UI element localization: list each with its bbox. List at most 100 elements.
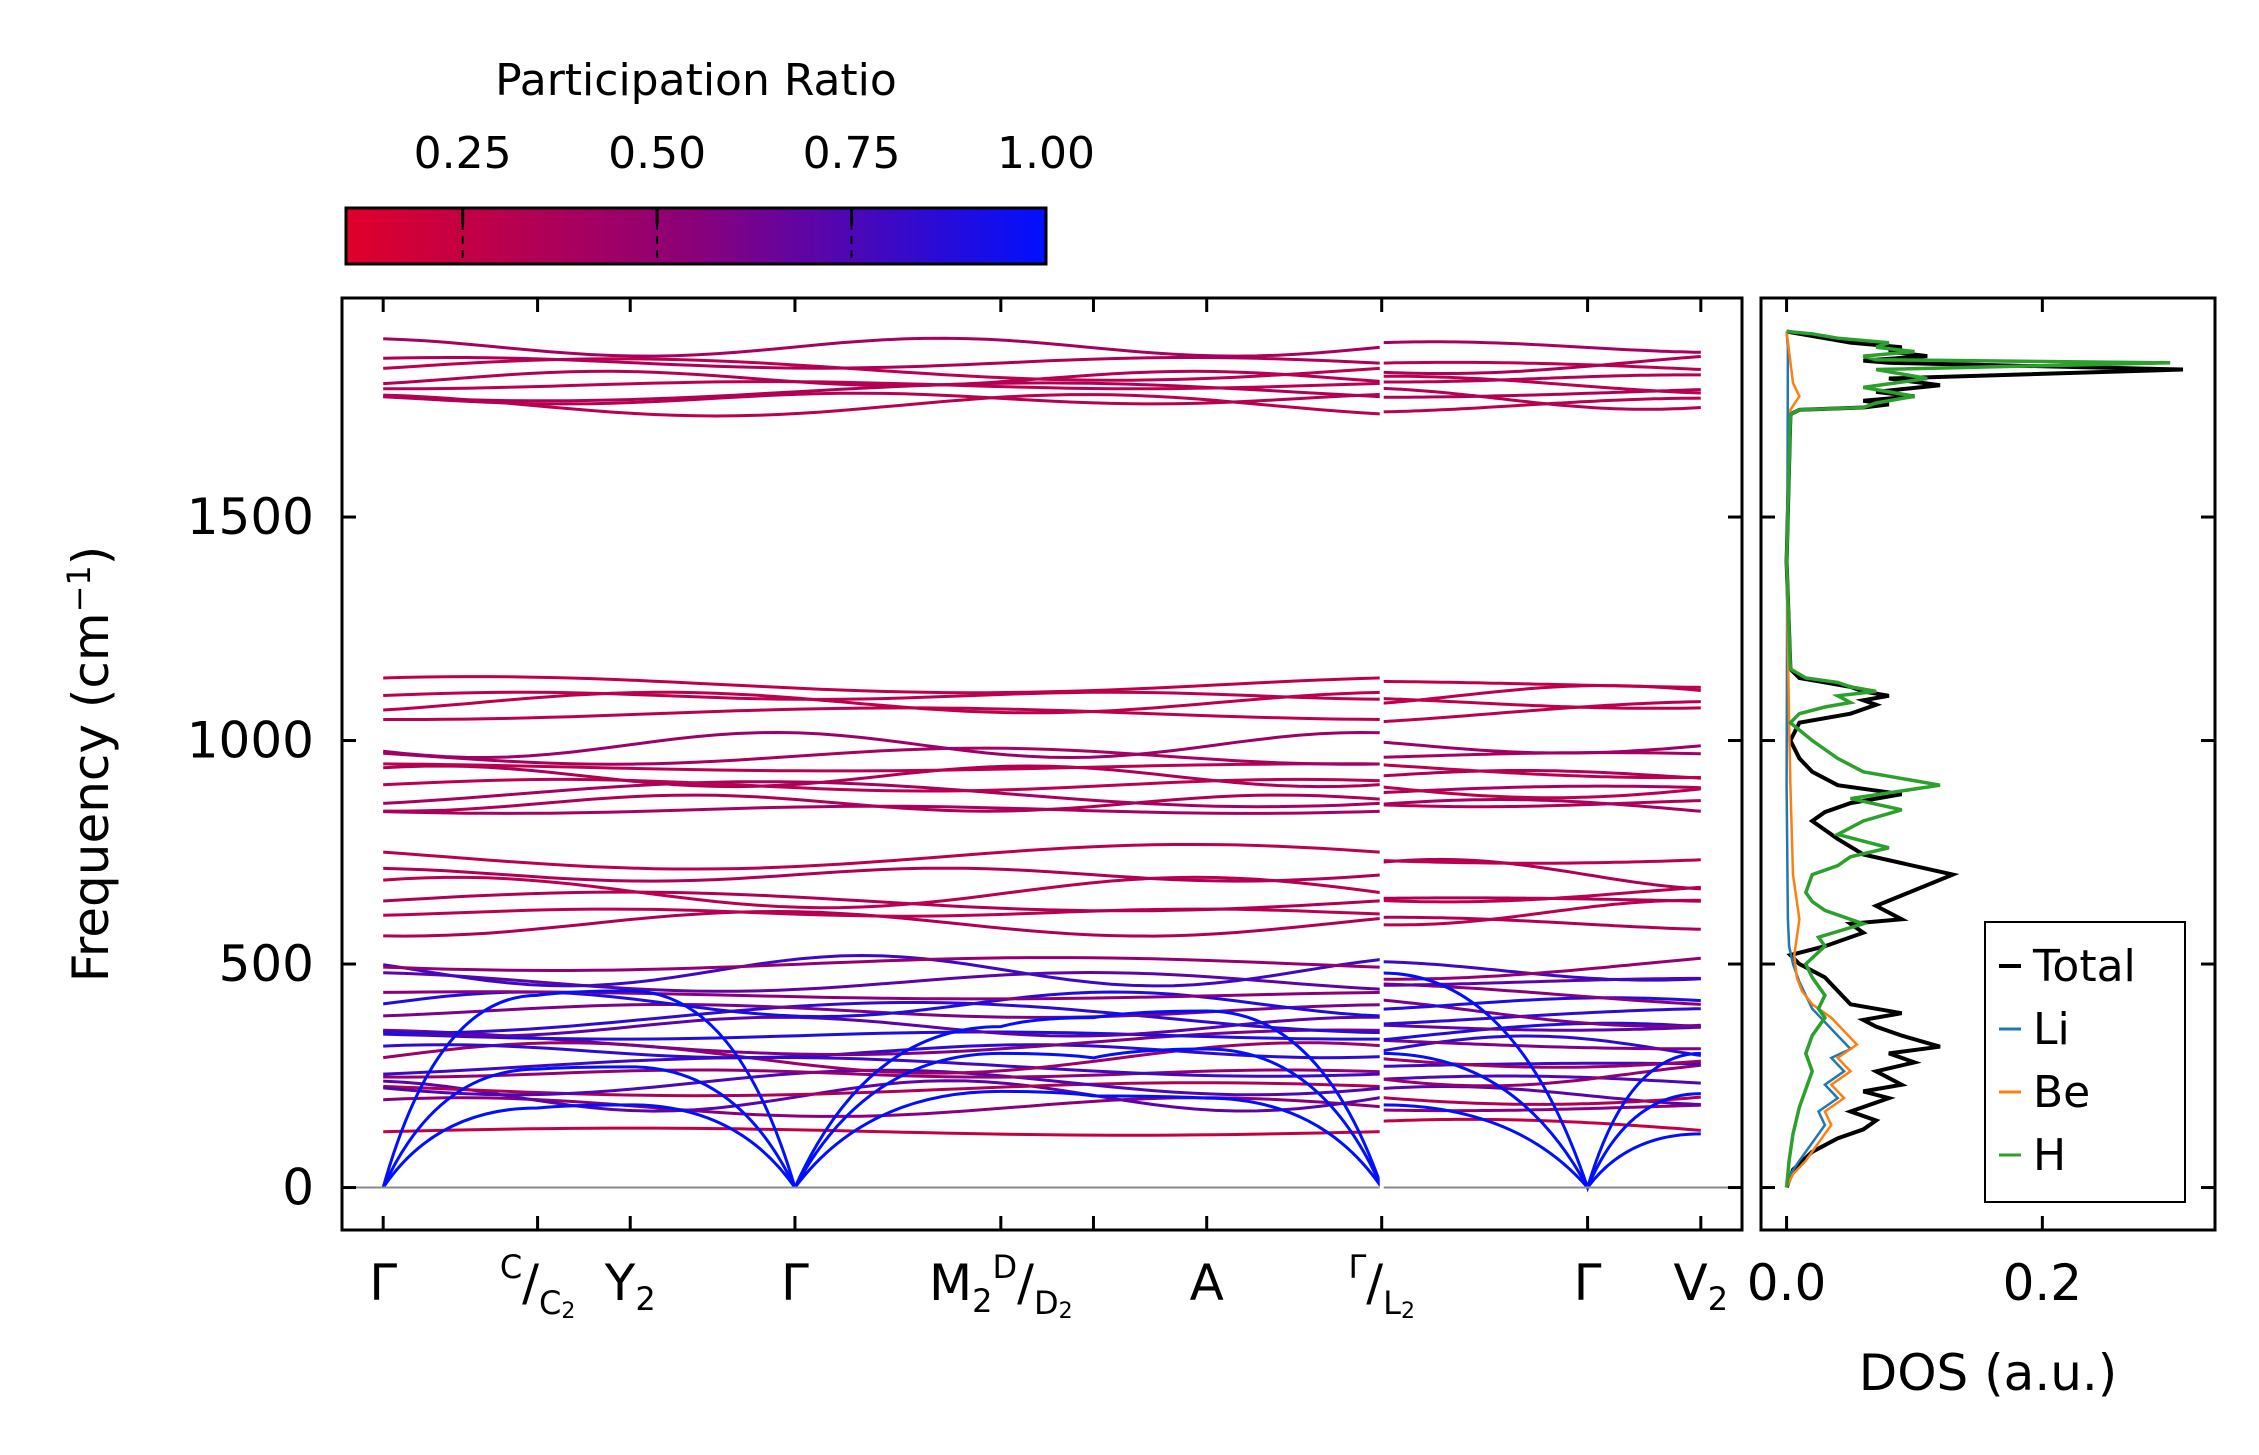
high-symmetry-label: V2 bbox=[1674, 1254, 1729, 1318]
dos-x-tick-label: 0.0 bbox=[1747, 1254, 1827, 1312]
band-line bbox=[383, 764, 1382, 789]
label-sub: 2 bbox=[972, 1282, 992, 1320]
band-line bbox=[1381, 1095, 1701, 1106]
label-main: V bbox=[1674, 1254, 1708, 1312]
phonon-bands bbox=[381, 336, 1702, 1193]
band-line bbox=[1381, 373, 1701, 384]
band-line bbox=[383, 356, 1382, 370]
band-line bbox=[383, 1015, 1382, 1038]
dos-line-be bbox=[1785, 331, 1859, 1189]
label-sup: C bbox=[500, 1248, 522, 1286]
band-line bbox=[383, 1030, 1382, 1041]
band-line bbox=[1381, 885, 1701, 904]
high-symmetry-label: C/C2 bbox=[500, 1248, 576, 1324]
y-axis-label: Frequency (cm−1) bbox=[60, 546, 120, 983]
acoustic-branch bbox=[1381, 1051, 1701, 1191]
band-line bbox=[1381, 915, 1701, 931]
label-sub-main: D bbox=[1034, 1284, 1059, 1322]
colorbar-tick-label: 0.75 bbox=[803, 128, 901, 179]
band-line bbox=[383, 730, 1382, 760]
band-line bbox=[1381, 697, 1701, 710]
high-symmetry-label: Γ/L2 bbox=[1348, 1248, 1415, 1324]
label-sub-main: L bbox=[1383, 1284, 1401, 1322]
legend-label: H bbox=[2033, 1130, 2066, 1181]
acoustic-branch bbox=[381, 989, 797, 1188]
band-line bbox=[383, 890, 1382, 913]
band-line bbox=[1381, 858, 1701, 865]
band-line bbox=[383, 336, 1382, 358]
band-line bbox=[1381, 340, 1701, 354]
label-main: M bbox=[929, 1254, 972, 1312]
band-line bbox=[1381, 679, 1701, 689]
band-line bbox=[1381, 1057, 1701, 1069]
band-line bbox=[383, 793, 1382, 813]
band-line bbox=[1381, 763, 1701, 780]
band-line bbox=[383, 907, 1382, 918]
colorbar-tick-label: 0.25 bbox=[414, 128, 512, 179]
high-symmetry-label: A bbox=[1190, 1254, 1224, 1312]
band-line bbox=[383, 1041, 1382, 1075]
y-tick-label: 1000 bbox=[187, 712, 314, 770]
dos-line-li bbox=[1785, 331, 1853, 1188]
colorbar: Participation Ratio 0.25 0.50 0.75 1.00 bbox=[344, 55, 1095, 266]
band-line bbox=[383, 1079, 1382, 1113]
label-main: Γ bbox=[1574, 1254, 1602, 1312]
band-line bbox=[1381, 386, 1701, 411]
colorbar-tick-label: 0.50 bbox=[608, 128, 706, 179]
colorbar-tick-label: 1.00 bbox=[997, 128, 1095, 179]
band-line bbox=[383, 1056, 1382, 1078]
colorbar-ticks bbox=[461, 208, 1048, 264]
label-main: Y bbox=[604, 1254, 636, 1312]
band-line bbox=[383, 780, 1382, 809]
band-line bbox=[383, 970, 1382, 993]
band-line bbox=[1381, 898, 1701, 927]
band-line bbox=[383, 843, 1382, 871]
band-line bbox=[1381, 769, 1701, 780]
band-line bbox=[383, 675, 1382, 695]
band-line bbox=[383, 690, 1382, 701]
legend-label: Be bbox=[2033, 1067, 2090, 1118]
y-tick-label: 500 bbox=[219, 935, 314, 993]
band-line bbox=[383, 357, 1382, 382]
y-tick-label: 0 bbox=[282, 1159, 314, 1217]
band-line bbox=[383, 762, 1382, 773]
dos-axes: 0.0 0.2 bbox=[1747, 298, 2215, 1312]
high-symmetry-label: Γ bbox=[781, 1254, 809, 1312]
band-line bbox=[1381, 1038, 1701, 1051]
band-plot-frame bbox=[340, 296, 1744, 1232]
label-sup: Γ bbox=[1348, 1248, 1366, 1286]
label-slash: / bbox=[1017, 1254, 1034, 1312]
y-tick-label: 1500 bbox=[187, 488, 314, 546]
acoustic-branch bbox=[381, 1065, 797, 1189]
dos-lines bbox=[1784, 329, 2184, 1189]
label-sub-main: C bbox=[539, 1284, 561, 1322]
band-line bbox=[1381, 1021, 1701, 1042]
legend-label: Li bbox=[2033, 1004, 2070, 1055]
y-axis-label-end: ) bbox=[62, 546, 120, 566]
high-symmetry-label: Γ bbox=[1574, 1254, 1602, 1312]
label-sub-index: 2 bbox=[561, 1299, 575, 1324]
label-sub-index: 2 bbox=[1059, 1299, 1073, 1324]
band-line bbox=[1381, 784, 1701, 795]
band-line bbox=[383, 956, 1382, 972]
dos-panel: 0.0 0.2 DOS (a.u.) Total Li Be H bbox=[1747, 296, 2217, 1402]
band-line bbox=[1381, 1023, 1701, 1032]
band-line bbox=[1381, 798, 1701, 813]
band-line bbox=[383, 1001, 1382, 1035]
band-line bbox=[1381, 1074, 1701, 1085]
legend-label: Total bbox=[2032, 941, 2136, 992]
band-line bbox=[383, 380, 1382, 391]
label-main: Γ bbox=[369, 1254, 397, 1312]
band-line bbox=[1381, 740, 1701, 755]
band-line bbox=[383, 1043, 1382, 1060]
band-line bbox=[383, 746, 1382, 766]
label-sup: D bbox=[993, 1248, 1018, 1286]
label-sub-index: 2 bbox=[1401, 1299, 1415, 1324]
band-line bbox=[1381, 700, 1701, 724]
label-slash: / bbox=[1366, 1254, 1383, 1312]
y-axis-label-exponent: −1 bbox=[60, 565, 98, 612]
segment-break bbox=[1379, 314, 1384, 1214]
band-line bbox=[383, 1126, 1382, 1137]
label-sub: 2 bbox=[1708, 1280, 1728, 1318]
